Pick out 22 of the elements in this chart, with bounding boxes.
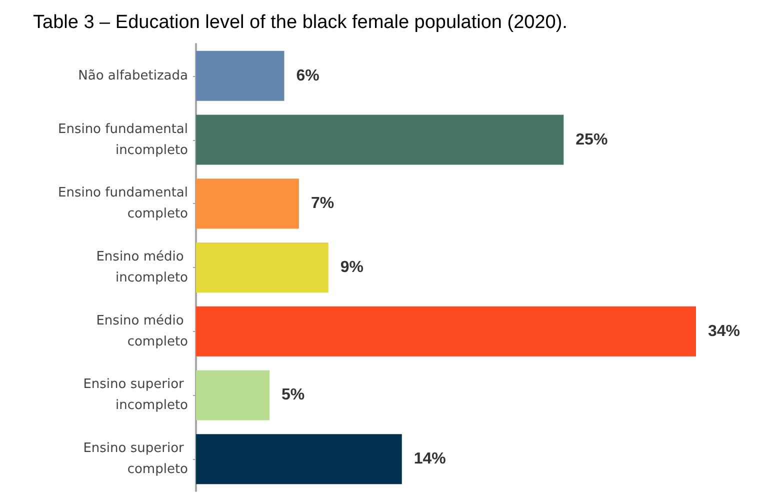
y-tick-label: Ensino superior completo [83, 441, 188, 478]
data-label: 34% [708, 322, 740, 340]
bar [196, 242, 328, 292]
bar [196, 178, 299, 229]
data-label: 6% [296, 67, 320, 84]
bar [196, 306, 696, 356]
data-label: 9% [340, 259, 364, 276]
y-tick-label: Ensino fundamental completo [58, 186, 188, 222]
y-tick-label: Ensino fundamental incompleto [58, 122, 188, 158]
chart-title: Table 3 – Education level of the black female population (2020). [33, 12, 568, 33]
y-tick-label: Não alfabetizada [78, 68, 188, 84]
bar [196, 370, 270, 420]
data-label: 5% [282, 386, 305, 404]
bar [196, 50, 284, 101]
y-tick-label: Ensino médio completo [96, 313, 188, 350]
bar [196, 114, 564, 165]
y-tick-label: Ensino médio incompleto [96, 250, 188, 286]
data-label: 25% [576, 131, 608, 148]
bar [196, 434, 402, 484]
data-label: 7% [310, 195, 334, 212]
y-tick-label: Ensino superior incompleto [83, 377, 188, 414]
data-label: 14% [414, 450, 446, 468]
